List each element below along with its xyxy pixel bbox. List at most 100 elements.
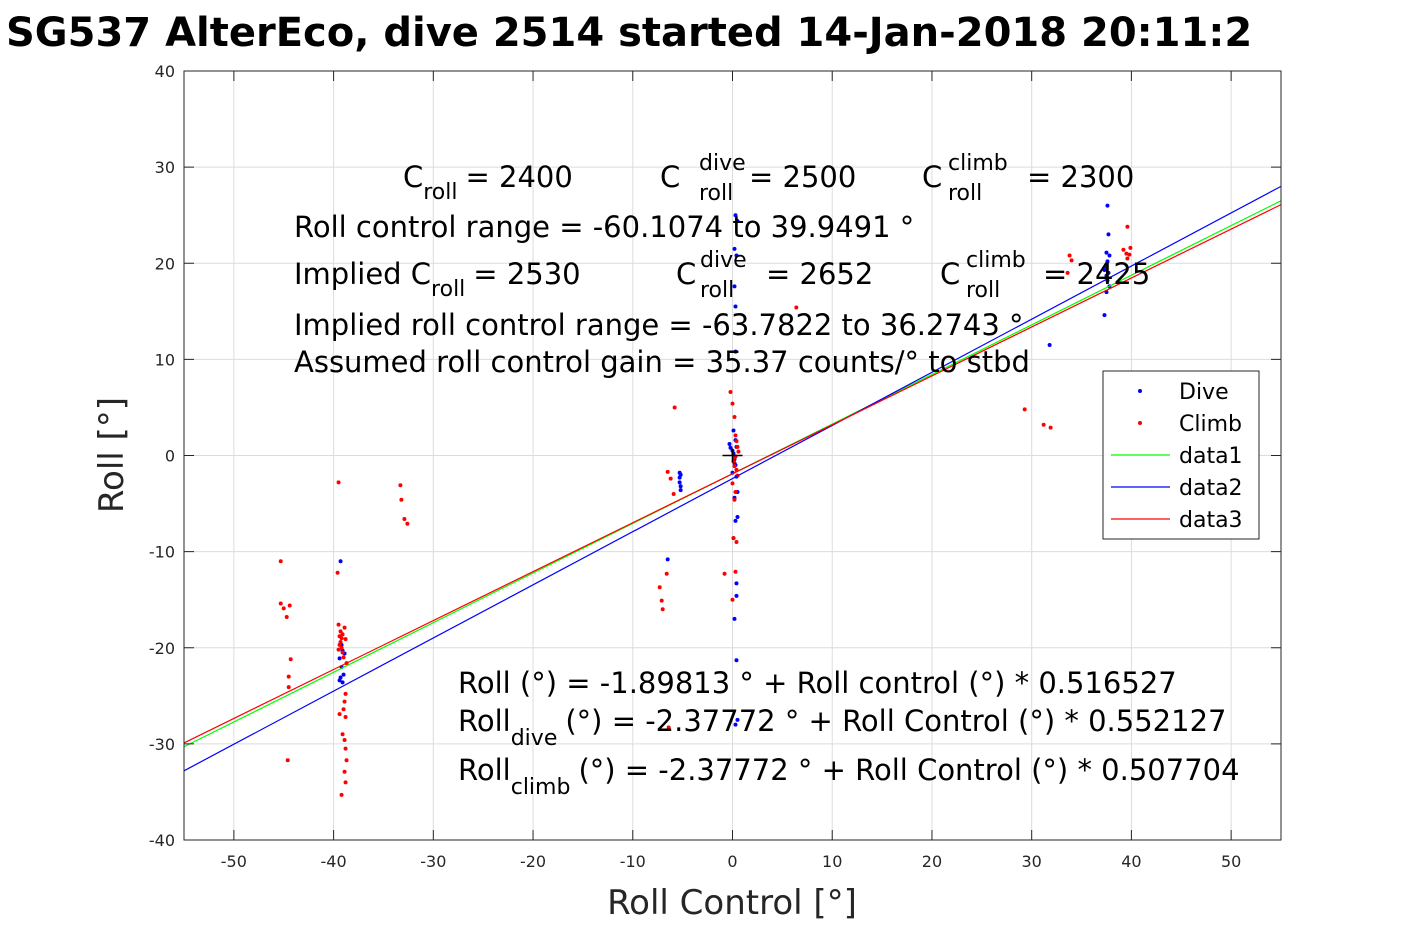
climb-point — [659, 598, 664, 603]
dive-point — [735, 218, 740, 223]
climb-point — [343, 691, 348, 696]
x-tick-label: 20 — [922, 852, 942, 871]
climb-point — [734, 439, 739, 444]
climb-point — [342, 699, 347, 704]
c-roll-climb-value: = 2300 — [1027, 160, 1134, 194]
climb-point — [340, 732, 345, 737]
climb-point — [402, 516, 407, 521]
dive-point — [677, 480, 682, 485]
dive-point — [728, 445, 733, 450]
dive-point — [1104, 273, 1109, 278]
dive-point — [338, 559, 343, 564]
climb-point — [660, 607, 665, 612]
climb-point — [732, 455, 737, 460]
y-tick-label: 40 — [155, 62, 175, 81]
c-roll-dive-main: C — [660, 160, 680, 194]
annotations: Croll = 2400 C dive roll = 2500 C climb r… — [294, 151, 1240, 800]
dive-point — [733, 518, 738, 523]
dive-point — [732, 246, 737, 251]
climb-point — [731, 536, 736, 541]
dive-point — [341, 672, 346, 677]
climb-point — [341, 655, 346, 660]
y-tick-label: -10 — [149, 543, 175, 562]
legend-label-climb: Climb — [1179, 412, 1242, 437]
legend-swatch-dive — [1138, 389, 1142, 393]
climb-point — [1067, 253, 1072, 258]
dive-point — [733, 349, 738, 354]
implied-c-roll: Implied Croll = 2530 — [294, 257, 581, 302]
y-tick-label: -20 — [149, 639, 175, 658]
climb-point — [732, 415, 737, 420]
climb-point — [339, 645, 344, 650]
dive-point — [732, 616, 737, 621]
implied-c-dive-value: = 2652 — [766, 257, 873, 291]
dive-point — [337, 678, 342, 683]
dive-point — [337, 656, 342, 661]
y-tick-label: 10 — [155, 350, 175, 369]
dive-point — [733, 213, 738, 218]
climb-point — [284, 614, 289, 619]
dive-point — [733, 304, 738, 309]
climb-point — [340, 632, 345, 637]
climb-point — [335, 570, 340, 575]
c-roll-climb-main: C — [922, 160, 942, 194]
climb-point — [399, 497, 404, 502]
data-layer — [184, 185, 1281, 797]
climb-point — [733, 433, 738, 438]
climb-point — [336, 480, 341, 485]
climb-point — [344, 758, 349, 763]
climb-point — [398, 483, 403, 488]
climb-point — [343, 714, 348, 719]
climb-point — [797, 331, 802, 336]
dive-point — [1104, 250, 1109, 255]
climb-point — [1125, 256, 1130, 261]
x-tick-label: -30 — [420, 852, 446, 871]
assumed-gain: Assumed roll control gain = 35.37 counts… — [294, 345, 1030, 379]
x-tick-label: -40 — [321, 852, 347, 871]
climb-point — [288, 657, 293, 662]
climb-point — [341, 707, 346, 712]
climb-point — [405, 521, 410, 526]
climb-point — [339, 792, 344, 797]
dive-point — [734, 658, 739, 663]
climb-point — [657, 585, 662, 590]
dive-point — [678, 484, 683, 489]
climb-point — [671, 491, 676, 496]
climb-point — [343, 746, 348, 751]
legend-label-data1: data1 — [1179, 444, 1243, 469]
climb-point — [1069, 258, 1074, 263]
climb-point — [340, 650, 345, 655]
c-roll-climb-sup: climb — [948, 151, 1008, 176]
climb-point — [278, 601, 283, 606]
climb-point — [342, 769, 347, 774]
climb-point — [722, 571, 727, 576]
dive-point — [1107, 253, 1112, 258]
x-axis-label: Roll Control [°] — [607, 883, 857, 923]
y-tick-label: -30 — [149, 735, 175, 754]
dive-point — [1105, 259, 1110, 264]
climb-point — [342, 738, 347, 743]
c-roll-climb-sub: roll — [948, 181, 982, 206]
series-data3 — [184, 204, 1281, 744]
climb-point — [338, 629, 343, 634]
legend-label-dive: Dive — [1179, 380, 1229, 405]
climb-point — [281, 606, 286, 611]
climb-point — [336, 622, 341, 627]
dive-point — [1106, 270, 1111, 275]
x-tick-label: 40 — [1121, 852, 1141, 871]
implied-roll-control-range: Implied roll control range = -63.7822 to… — [294, 308, 1024, 342]
y-tick-label: -40 — [149, 831, 175, 850]
x-tick-label: -50 — [221, 852, 247, 871]
chart-title: SG537 AlterEco, dive 2514 started 14-Jan… — [6, 10, 1252, 56]
climb-point — [664, 571, 669, 576]
climb-point — [343, 780, 348, 785]
climb-point — [730, 481, 735, 486]
legend: Dive Climb data1 data2 data3 — [1102, 370, 1260, 540]
climb-point — [342, 625, 347, 630]
legend-label-data3: data3 — [1179, 508, 1243, 533]
fit-all: Roll (°) = -1.89813 ° + Roll control (°)… — [458, 666, 1177, 700]
legend-swatch-climb — [1138, 421, 1142, 425]
data3-line — [184, 204, 1281, 744]
climb-point — [1127, 252, 1132, 257]
climb-point — [672, 405, 677, 410]
